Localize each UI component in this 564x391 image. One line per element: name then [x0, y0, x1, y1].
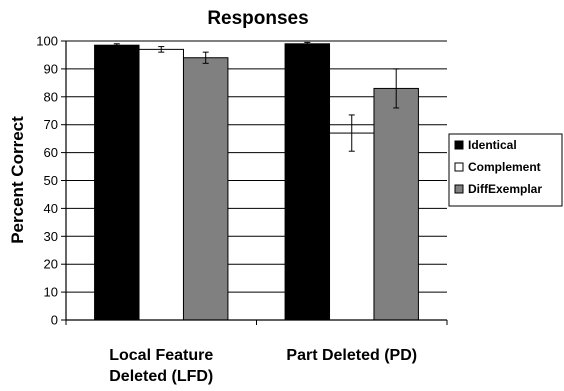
- x-category-label: Local Feature: [109, 347, 213, 364]
- y-tick-label: 10: [44, 285, 58, 300]
- legend-swatch: [454, 140, 464, 150]
- error-bars: [113, 41, 400, 152]
- legend-label: Complement: [468, 160, 541, 174]
- y-tick-label: 50: [44, 173, 58, 188]
- y-tick-label: 40: [44, 201, 58, 216]
- y-tick-label: 80: [44, 89, 58, 104]
- bars: [94, 43, 419, 321]
- x-category-labels: Local Feature Deleted (LFD) Part Deleted (…: [109, 347, 417, 385]
- axes: [65, 41, 448, 325]
- legend-label: Identical: [468, 138, 517, 152]
- bar-diffexemplar: [182, 57, 229, 321]
- x-category-label: Deleted (LFD): [109, 368, 213, 385]
- bar-identical: [94, 44, 140, 321]
- bar-identical: [284, 43, 331, 321]
- y-tick-label: 20: [44, 257, 58, 272]
- y-tick-label: 70: [44, 117, 58, 132]
- y-tick-label: 30: [44, 229, 58, 244]
- y-tick-label: 0: [51, 313, 58, 328]
- y-tick-label: 90: [44, 61, 58, 76]
- x-category-label: Part Deleted (PD): [286, 347, 417, 364]
- y-tick-label: 60: [44, 145, 58, 160]
- y-axis-label: Percent Correct: [8, 116, 27, 244]
- legend-swatch: [454, 162, 464, 172]
- bar-complement: [329, 132, 375, 321]
- legend-label: DiffExemplar: [468, 182, 542, 196]
- chart-title: Responses: [207, 8, 308, 29]
- legend: Identical Complement DiffExemplar: [448, 133, 563, 207]
- bar-complement: [138, 48, 184, 321]
- y-tick-labels: 0 10 20 30 40 50 60 70 80 90 100: [36, 34, 58, 328]
- legend-swatch: [454, 184, 464, 194]
- y-tick-label: 100: [36, 34, 58, 49]
- bar-diffexemplar: [373, 87, 419, 321]
- legend-box: [448, 133, 563, 207]
